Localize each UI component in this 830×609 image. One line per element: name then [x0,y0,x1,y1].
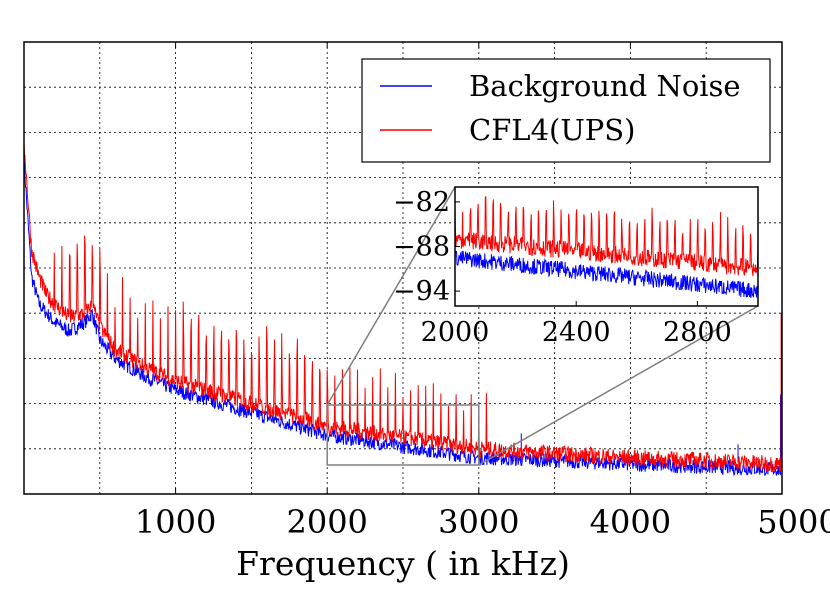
legend-label-cfl4-ups: CFL4(UPS) [469,113,635,147]
legend-label-background-noise: Background Noise [469,69,741,103]
zoom-connector [326,186,759,466]
inset-y-tick-label: −94 [393,276,450,307]
inset-x-tick-label: 2800 [663,317,732,348]
zoom-connector-line [326,186,456,406]
inset-y-tick-label: −82 [393,187,450,218]
zoom-region [326,404,480,466]
x-tick-label: 2000 [286,503,367,541]
x-tick-label: 1000 [135,503,216,541]
x-tick-label: 4000 [590,503,671,541]
x-axis-label: Frequency ( in kHz) [236,544,570,583]
inset-series-background-noise [455,250,758,299]
inset-series [455,196,758,299]
main-plot-series [23,144,783,477]
x-axis: 1000 2000 3000 4000 5000 [135,42,830,541]
inset-axes: 2000 2400 2800 −82 −88 −94 [393,187,732,348]
inset-chart: 2000 2400 2800 −82 −88 −94 [393,186,759,348]
legend-box [361,58,771,163]
inset-series-cfl4-ups [455,196,758,277]
x-tick-label: 5000 [757,503,830,541]
legend: Background Noise CFL4(UPS) [361,58,771,163]
zoom-connector-line [478,305,759,466]
series-line-cfl4-ups [23,144,783,473]
inset-x-tick-label: 2400 [542,317,611,348]
inset-y-tick-label: −88 [393,232,450,263]
inset-x-tick-label: 2000 [421,317,490,348]
plot-frame [23,41,783,495]
x-tick-label: 3000 [438,503,519,541]
